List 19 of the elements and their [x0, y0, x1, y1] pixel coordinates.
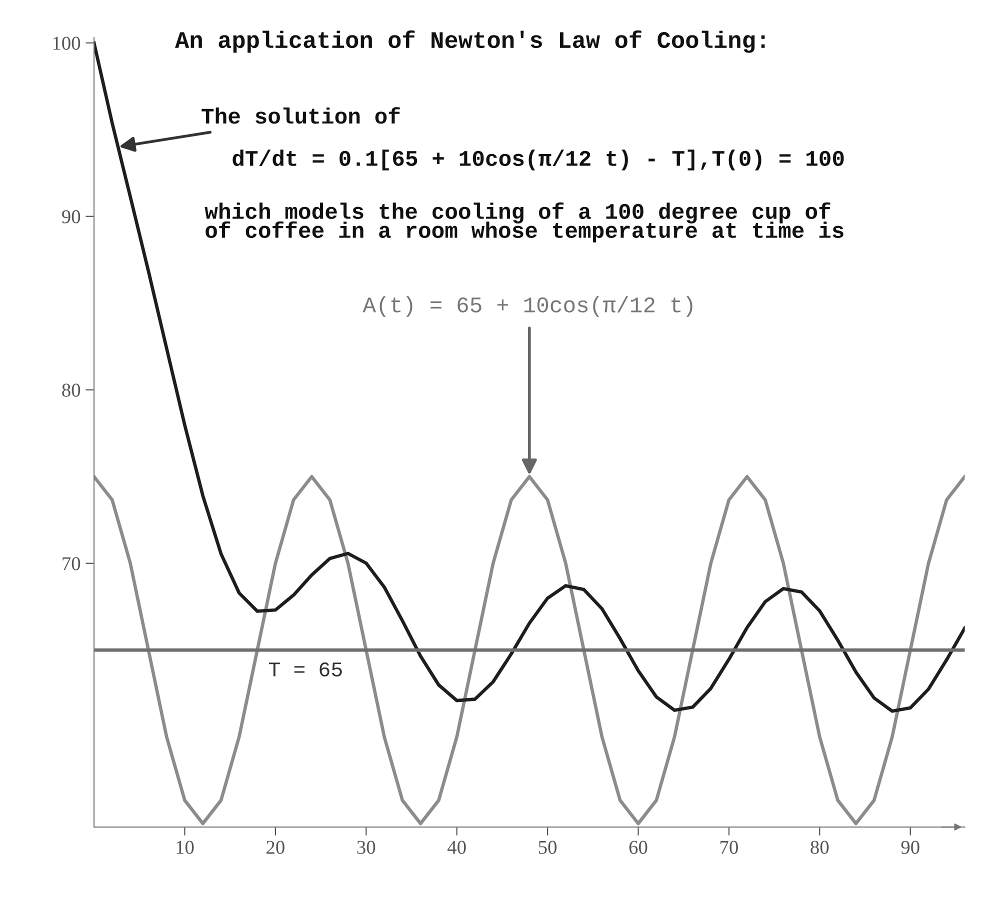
- annotation: The solution of: [202, 107, 400, 124]
- annotation: dT/dt = 0.1[65 + 10cos(π/12 t) - T],T(0) = 100: [232, 150, 844, 170]
- x-tick-label: 10: [176, 840, 194, 854]
- annotation: A(t) = 65 + 10cos(π/12 t): [362, 296, 692, 317]
- x-tick-label: 70: [720, 840, 738, 854]
- x-tick-label: 60: [629, 840, 648, 854]
- x-tick-label: 90: [901, 840, 920, 854]
- y-tick-label: 90: [62, 210, 80, 224]
- ref-line-label: T = 65: [268, 662, 342, 676]
- x-tick-label: 40: [448, 840, 466, 854]
- x-tick-label: 80: [810, 840, 829, 854]
- y-tick-label: 100: [53, 36, 80, 50]
- x-tick-label: 20: [266, 840, 284, 854]
- chart-title: An application of Newton's Law of Cooling:: [175, 30, 765, 53]
- y-tick-label: 70: [62, 557, 80, 570]
- x-tick-label: 50: [538, 840, 557, 854]
- line-series: [94, 474, 965, 826]
- x-tick-label: 30: [357, 840, 376, 854]
- y-tick-label: 80: [62, 384, 80, 397]
